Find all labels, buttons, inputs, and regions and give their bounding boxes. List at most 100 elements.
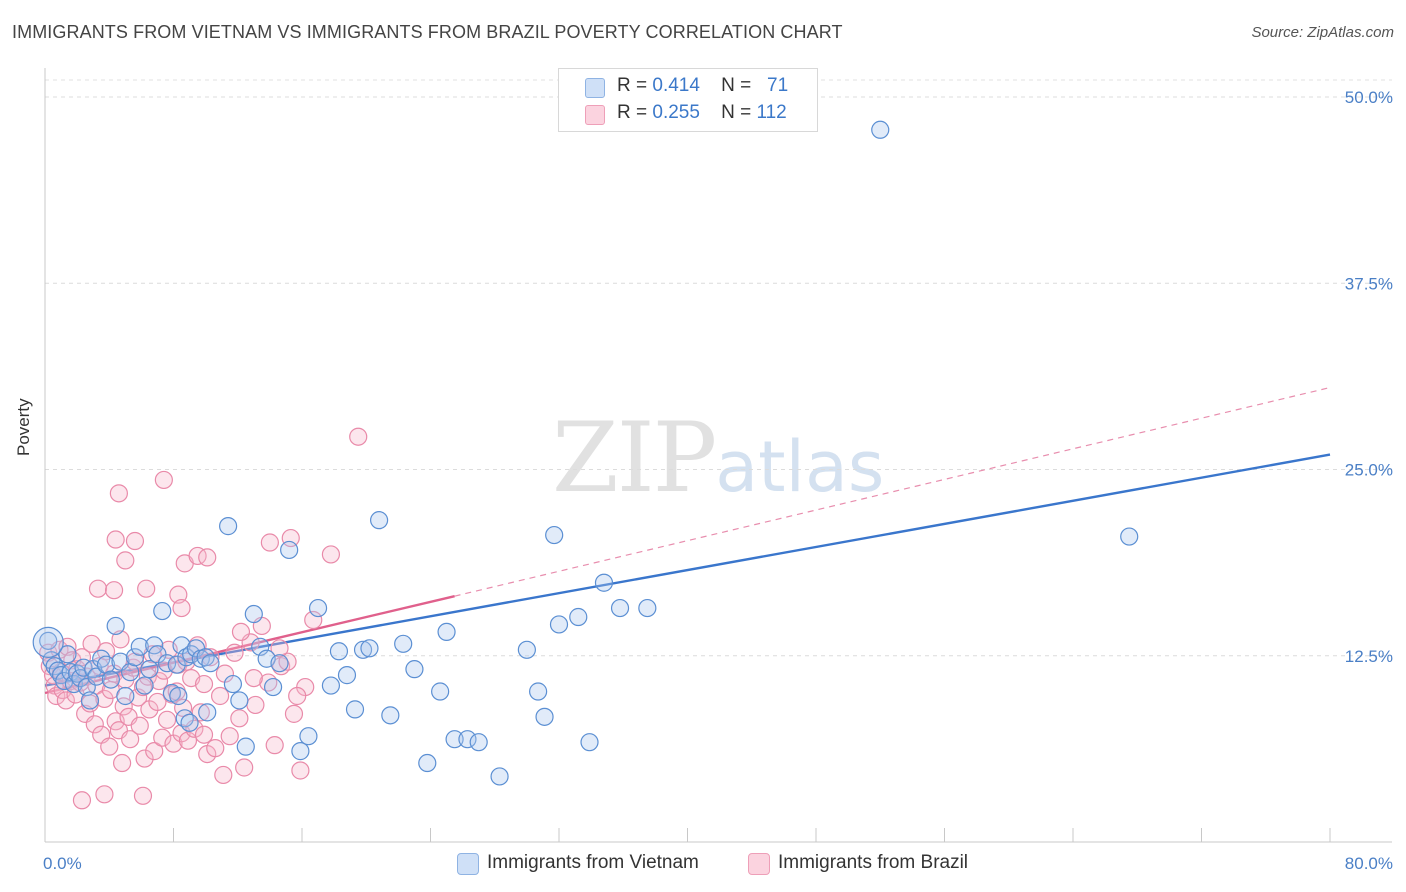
point-vietnam — [370, 511, 389, 530]
point-brazil — [284, 704, 304, 723]
point-vietnam — [74, 658, 93, 677]
correlation-legend: R = 0.414 N = 71 R = 0.255 N = 112 — [558, 68, 818, 132]
point-brazil — [235, 758, 254, 777]
point-brazil — [56, 691, 75, 710]
point-vietnam — [291, 742, 310, 761]
point-vietnam — [360, 639, 379, 658]
point-vietnam — [125, 648, 145, 667]
legend-n-value-vietnam: 71 — [767, 75, 789, 96]
source-credit: Source: ZipAtlas.com — [1251, 24, 1394, 41]
point-brazil — [149, 671, 169, 691]
point-brazil — [130, 716, 149, 735]
point-vietnam — [418, 753, 437, 773]
axes — [44, 68, 1392, 843]
point-vietnam — [182, 645, 201, 664]
point-vietnam — [198, 703, 217, 722]
point-brazil — [321, 545, 341, 564]
point-brazil — [82, 634, 101, 653]
trend-line-vietnam — [44, 453, 1331, 687]
point-brazil — [153, 728, 172, 747]
legend-n-label: N = — [721, 75, 752, 96]
gridlines — [45, 79, 1392, 657]
point-vietnam — [458, 730, 477, 749]
point-vietnam — [490, 767, 509, 786]
point-vietnam — [529, 682, 548, 701]
point-vietnam — [345, 700, 365, 719]
point-vietnam — [405, 660, 424, 679]
trend-lines — [44, 386, 1331, 695]
point-vietnam — [263, 677, 283, 697]
point-vietnam — [594, 573, 614, 592]
point-brazil — [109, 484, 128, 503]
point-vietnam — [437, 622, 456, 642]
point-brazil — [133, 786, 153, 805]
watermark: ZIPatlas — [552, 402, 884, 514]
point-brazil — [244, 668, 263, 688]
point-vietnam — [280, 540, 299, 560]
point-vietnam — [140, 660, 159, 679]
point-vietnam — [236, 737, 255, 756]
point-brazil — [135, 749, 154, 768]
point-vietnam — [580, 733, 599, 752]
point-brazil — [220, 727, 239, 746]
point-brazil — [100, 737, 119, 756]
point-vietnam — [549, 615, 569, 634]
point-brazil — [88, 579, 108, 598]
point-brazil — [201, 648, 220, 667]
point-vietnam — [223, 674, 243, 694]
legend-n-label: N = — [721, 102, 752, 123]
point-brazil — [116, 551, 135, 570]
point-vietnam — [135, 676, 154, 695]
bottom-legend-swatch-brazil — [748, 853, 770, 875]
point-vietnam — [180, 713, 199, 732]
point-brazil — [225, 643, 244, 662]
point-vietnam — [329, 642, 349, 661]
point-brazil — [137, 579, 156, 598]
point-brazil — [349, 427, 368, 446]
bottom-legend-label-brazil: Immigrants from Brazil — [778, 852, 969, 873]
point-vietnam — [431, 682, 450, 701]
point-brazil — [104, 581, 124, 600]
point-brazil — [72, 791, 92, 810]
point-brazil — [194, 674, 214, 694]
legend-swatch-brazil — [585, 105, 605, 125]
point-vietnam — [201, 654, 220, 673]
point-brazil — [106, 530, 125, 549]
point-vietnam — [337, 666, 357, 685]
legend-r-value-vietnam: 0.414 — [652, 75, 700, 96]
point-vietnam — [517, 640, 536, 659]
point-brazil — [230, 709, 249, 728]
point-vietnam — [196, 648, 215, 667]
point-vietnam — [167, 655, 186, 674]
point-brazil — [291, 761, 310, 780]
watermark-zip: ZIP — [552, 402, 717, 514]
point-brazil — [95, 689, 114, 709]
point-brazil — [169, 585, 188, 604]
point-vietnam — [106, 616, 125, 636]
bottom-legend-label-vietnam: Immigrants from Vietnam — [487, 852, 699, 873]
y-tick-label: 12.5% — [1345, 647, 1393, 666]
point-brazil — [172, 598, 191, 618]
y-tick-label: 50.0% — [1345, 88, 1393, 107]
bottom-legend-swatch-vietnam — [457, 853, 479, 875]
x-tick-label-max: 80.0% — [1345, 854, 1393, 873]
point-brazil — [95, 785, 114, 804]
point-brazil — [270, 639, 289, 658]
point-brazil — [157, 710, 177, 729]
point-brazil — [125, 531, 145, 551]
point-brazil — [188, 546, 207, 566]
x-tick-label-min: 0.0% — [43, 854, 82, 873]
point-brazil — [85, 715, 104, 734]
point-brazil — [206, 739, 225, 758]
point-vietnam — [71, 668, 90, 688]
trend-line-brazil-extension — [454, 386, 1331, 597]
point-vietnam — [569, 607, 588, 627]
point-brazil — [246, 695, 265, 715]
point-vietnam — [394, 634, 413, 653]
point-vietnam — [321, 676, 341, 695]
point-vietnam — [445, 730, 464, 749]
point-vietnam — [58, 645, 77, 664]
legend-r-label: R = — [617, 102, 648, 123]
data-points — [32, 120, 1139, 810]
point-brazil — [111, 630, 130, 649]
